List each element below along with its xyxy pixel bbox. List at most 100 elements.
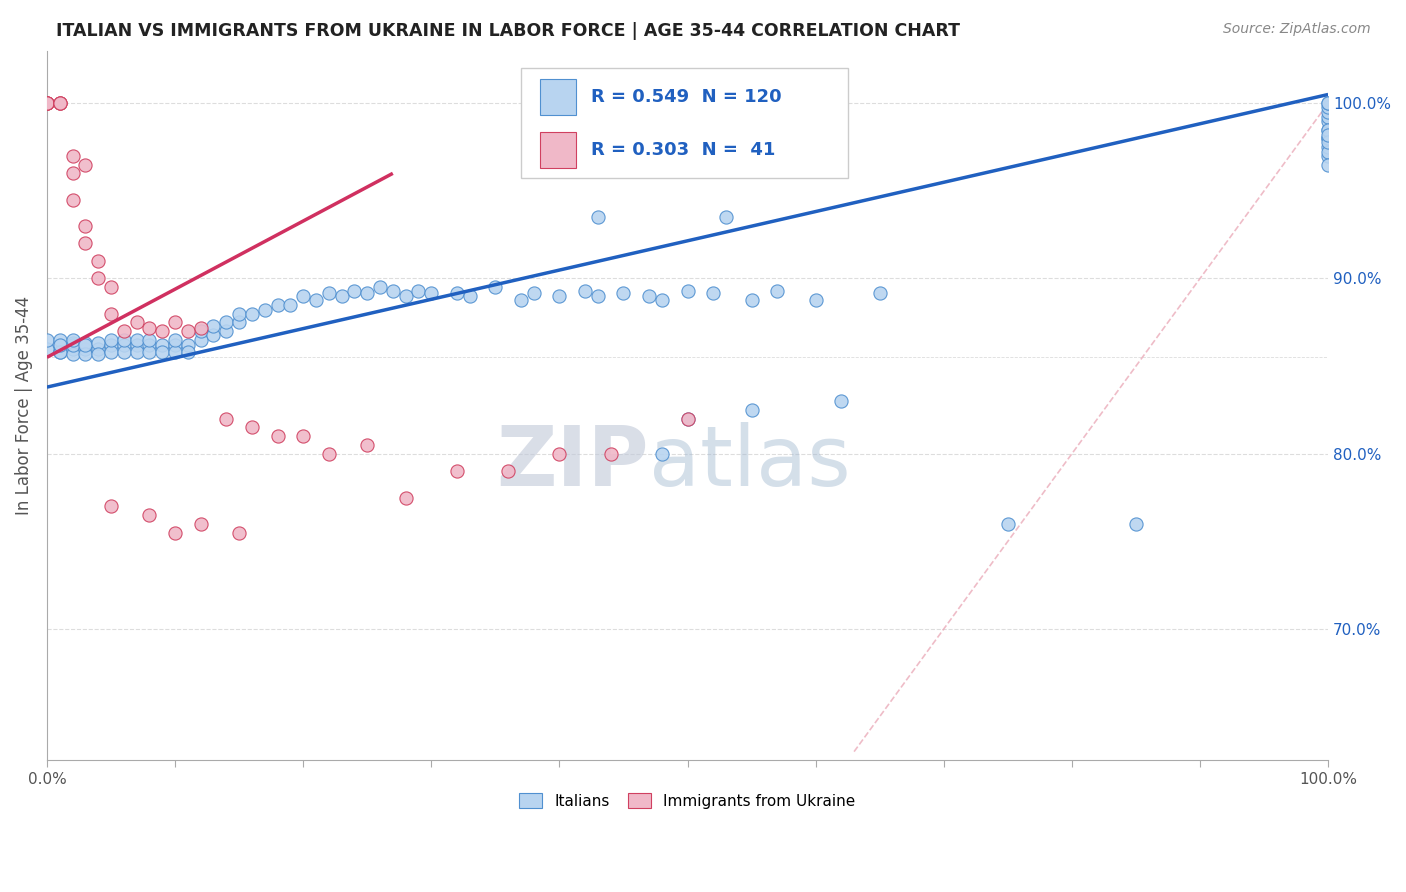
Point xyxy=(125,338,148,352)
Point xyxy=(177,324,200,338)
Point xyxy=(62,347,84,361)
Point xyxy=(75,336,97,351)
Point xyxy=(612,285,634,300)
Point xyxy=(112,324,135,338)
Point xyxy=(228,315,250,329)
Point xyxy=(1317,128,1340,142)
Point xyxy=(62,149,84,163)
Point xyxy=(75,158,97,172)
Point xyxy=(368,280,391,294)
Point xyxy=(62,338,84,352)
Point xyxy=(75,236,97,251)
Point xyxy=(1317,100,1340,114)
Point xyxy=(446,285,468,300)
Point xyxy=(62,333,84,347)
Point xyxy=(75,338,97,352)
Point xyxy=(510,293,533,307)
Point xyxy=(869,285,891,300)
Point xyxy=(112,338,135,352)
Point xyxy=(240,306,263,320)
Point xyxy=(100,500,122,514)
Point xyxy=(150,345,173,359)
Point xyxy=(62,342,84,356)
Point xyxy=(496,464,519,478)
Point xyxy=(292,429,315,443)
Point xyxy=(163,338,186,352)
Y-axis label: In Labor Force | Age 35-44: In Labor Force | Age 35-44 xyxy=(15,296,32,515)
Point xyxy=(484,280,506,294)
Point xyxy=(138,508,160,522)
Point xyxy=(125,315,148,329)
Point xyxy=(87,254,110,268)
Point xyxy=(676,284,699,298)
Text: R = 0.549  N = 120: R = 0.549 N = 120 xyxy=(592,87,782,106)
Point xyxy=(253,303,276,318)
Point xyxy=(48,96,70,111)
Point xyxy=(292,289,315,303)
Point xyxy=(1317,145,1340,160)
Legend: Italians, Immigrants from Ukraine: Italians, Immigrants from Ukraine xyxy=(512,786,863,816)
Point xyxy=(35,96,58,111)
Point xyxy=(523,285,546,300)
Point xyxy=(356,438,378,452)
Point xyxy=(177,338,200,352)
Point xyxy=(202,318,225,333)
Point xyxy=(1317,140,1340,154)
Point xyxy=(87,342,110,356)
Point xyxy=(100,338,122,352)
Point xyxy=(1317,131,1340,145)
FancyBboxPatch shape xyxy=(522,69,848,178)
Point xyxy=(804,293,827,307)
Point xyxy=(100,306,122,320)
Point xyxy=(356,285,378,300)
Point xyxy=(766,284,789,298)
Point xyxy=(138,333,160,347)
Point xyxy=(228,525,250,540)
Point xyxy=(1317,96,1340,111)
Point xyxy=(75,347,97,361)
Point xyxy=(190,320,212,334)
Text: Source: ZipAtlas.com: Source: ZipAtlas.com xyxy=(1223,22,1371,37)
Point xyxy=(138,345,160,359)
Point xyxy=(586,289,609,303)
Point xyxy=(48,338,70,352)
Point xyxy=(163,525,186,540)
Point xyxy=(125,333,148,347)
Point xyxy=(150,324,173,338)
Point xyxy=(741,403,763,417)
Point xyxy=(676,411,699,425)
Point xyxy=(202,327,225,342)
Point xyxy=(1317,96,1340,111)
Point xyxy=(100,333,122,347)
Point xyxy=(586,210,609,224)
Point xyxy=(1317,105,1340,120)
Point xyxy=(190,333,212,347)
Point xyxy=(112,345,135,359)
Point xyxy=(1317,110,1340,124)
Point xyxy=(997,516,1019,531)
Point xyxy=(163,333,186,347)
Point xyxy=(35,96,58,111)
Point xyxy=(278,298,301,312)
Point xyxy=(638,289,661,303)
Point xyxy=(408,284,430,298)
Point xyxy=(548,447,571,461)
Point xyxy=(714,210,737,224)
Point xyxy=(420,285,443,300)
Point xyxy=(48,338,70,352)
Point xyxy=(163,315,186,329)
Point xyxy=(1317,122,1340,136)
Point xyxy=(240,420,263,434)
Point xyxy=(702,285,724,300)
Point xyxy=(741,293,763,307)
Point xyxy=(35,333,58,347)
Point xyxy=(163,345,186,359)
Point xyxy=(138,320,160,334)
Point xyxy=(446,464,468,478)
Point xyxy=(48,96,70,111)
Bar xyxy=(540,132,576,168)
Point xyxy=(215,324,238,338)
Point xyxy=(651,293,673,307)
Point xyxy=(177,345,200,359)
Text: ZIP: ZIP xyxy=(496,422,650,503)
